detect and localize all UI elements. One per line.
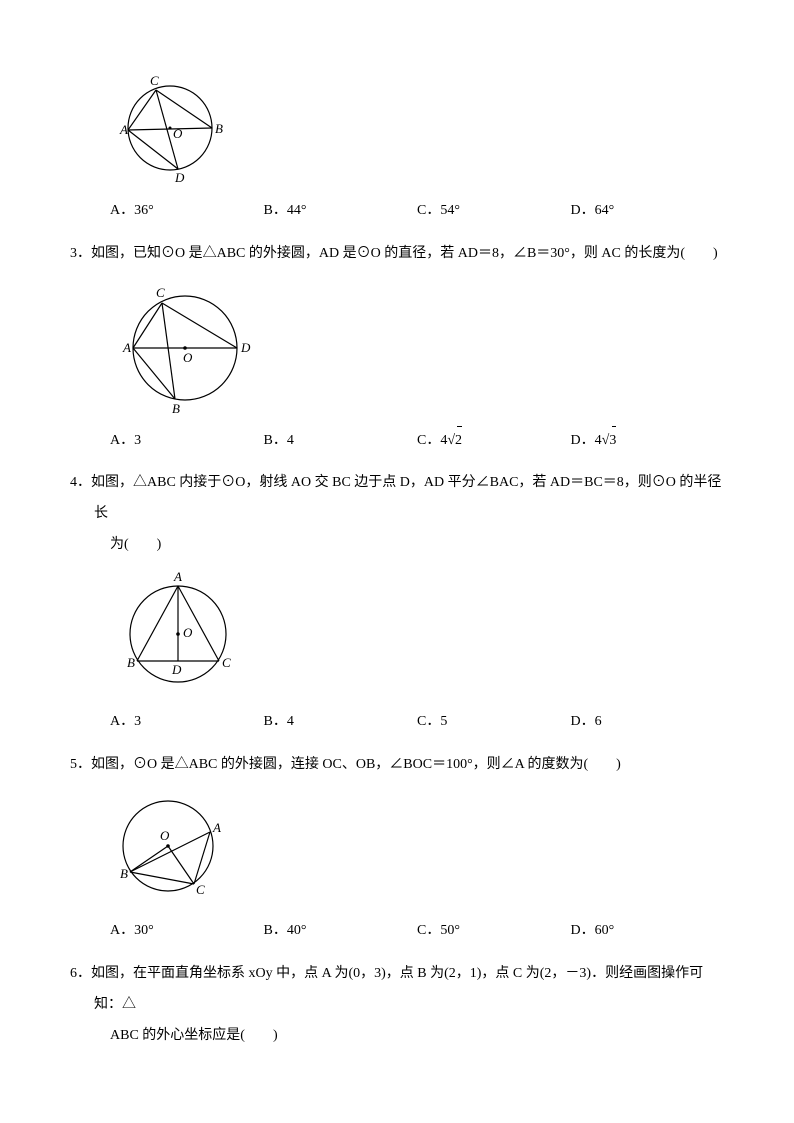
svg-text:D: D — [240, 340, 251, 355]
q4-text: 4．如图，△ABC 内接于⊙O，射线 AO 交 BC 边于点 D，AD 平分∠B… — [70, 468, 724, 530]
svg-text:A: A — [173, 569, 182, 584]
svg-text:O: O — [173, 126, 183, 141]
q3-option-b: B．4 — [264, 426, 418, 457]
svg-text:D: D — [171, 662, 182, 677]
q5-option-d: D．60° — [571, 916, 725, 947]
svg-text:A: A — [212, 820, 221, 835]
svg-text:A: A — [119, 122, 128, 137]
q2-option-d: D．64° — [571, 196, 725, 227]
svg-text:B: B — [172, 401, 180, 416]
q5-options: A．30° B．40° C．50° D．60° — [110, 916, 724, 947]
q2-option-b: B．44° — [264, 196, 418, 227]
svg-text:C: C — [222, 655, 231, 670]
q3-number: 3． — [70, 246, 91, 261]
q6-number: 6． — [70, 966, 91, 981]
q3-option-d: D．4√3 — [571, 426, 725, 457]
q5-option-b: B．40° — [264, 916, 418, 947]
q3-diagram: A D C B O — [100, 278, 724, 418]
q2-option-c: C．54° — [417, 196, 571, 227]
q5-option-a: A．30° — [110, 916, 264, 947]
q6-body: 如图，在平面直角坐标系 xOy 中，点 A 为(0，3)，点 B 为(2，1)，… — [91, 966, 703, 1012]
svg-text:O: O — [183, 625, 193, 640]
svg-text:C: C — [156, 285, 165, 300]
q2-options: A．36° B．44° C．54° D．64° — [110, 196, 724, 227]
q4-number: 4． — [70, 475, 91, 490]
q5-number: 5． — [70, 757, 91, 772]
svg-text:B: B — [215, 121, 223, 136]
svg-text:O: O — [160, 828, 170, 843]
q3-body: 如图，已知⊙O 是△ABC 的外接圆，AD 是⊙O 的直径，若 AD＝8，∠B＝… — [91, 246, 718, 261]
q2-diagram: A B C D O — [100, 68, 724, 188]
q3-options: A．3 B．4 C．4√2 D．4√3 — [110, 426, 724, 457]
q4-option-a: A．3 — [110, 707, 264, 738]
q4-text2: 为( ) — [110, 530, 724, 561]
q4-option-b: B．4 — [264, 707, 418, 738]
q4-body: 如图，△ABC 内接于⊙O，射线 AO 交 BC 边于点 D，AD 平分∠BAC… — [91, 475, 721, 521]
q6-text2: ABC 的外心坐标应是( ) — [110, 1021, 724, 1052]
svg-text:A: A — [122, 340, 131, 355]
q4-option-d: D．6 — [571, 707, 725, 738]
q4-diagram: A B C D O — [100, 569, 724, 699]
svg-text:O: O — [183, 350, 193, 365]
q4-options: A．3 B．4 C．5 D．6 — [110, 707, 724, 738]
q4-option-c: C．5 — [417, 707, 571, 738]
q3-option-a: A．3 — [110, 426, 264, 457]
q5-option-c: C．50° — [417, 916, 571, 947]
svg-text:C: C — [150, 73, 159, 88]
svg-text:B: B — [120, 866, 128, 881]
svg-text:B: B — [127, 655, 135, 670]
q3-text: 3．如图，已知⊙O 是△ABC 的外接圆，AD 是⊙O 的直径，若 AD＝8，∠… — [70, 239, 724, 270]
q2-option-a: A．36° — [110, 196, 264, 227]
svg-text:C: C — [196, 882, 205, 897]
q6-text: 6．如图，在平面直角坐标系 xOy 中，点 A 为(0，3)，点 B 为(2，1… — [70, 959, 724, 1021]
q5-diagram: A B C O — [100, 788, 724, 908]
q5-text: 5．如图，⊙O 是△ABC 的外接圆，连接 OC、OB，∠BOC＝100°，则∠… — [70, 750, 724, 781]
q5-body: 如图，⊙O 是△ABC 的外接圆，连接 OC、OB，∠BOC＝100°，则∠A … — [91, 757, 621, 772]
svg-text:D: D — [174, 170, 185, 185]
q3-option-c: C．4√2 — [417, 426, 571, 457]
